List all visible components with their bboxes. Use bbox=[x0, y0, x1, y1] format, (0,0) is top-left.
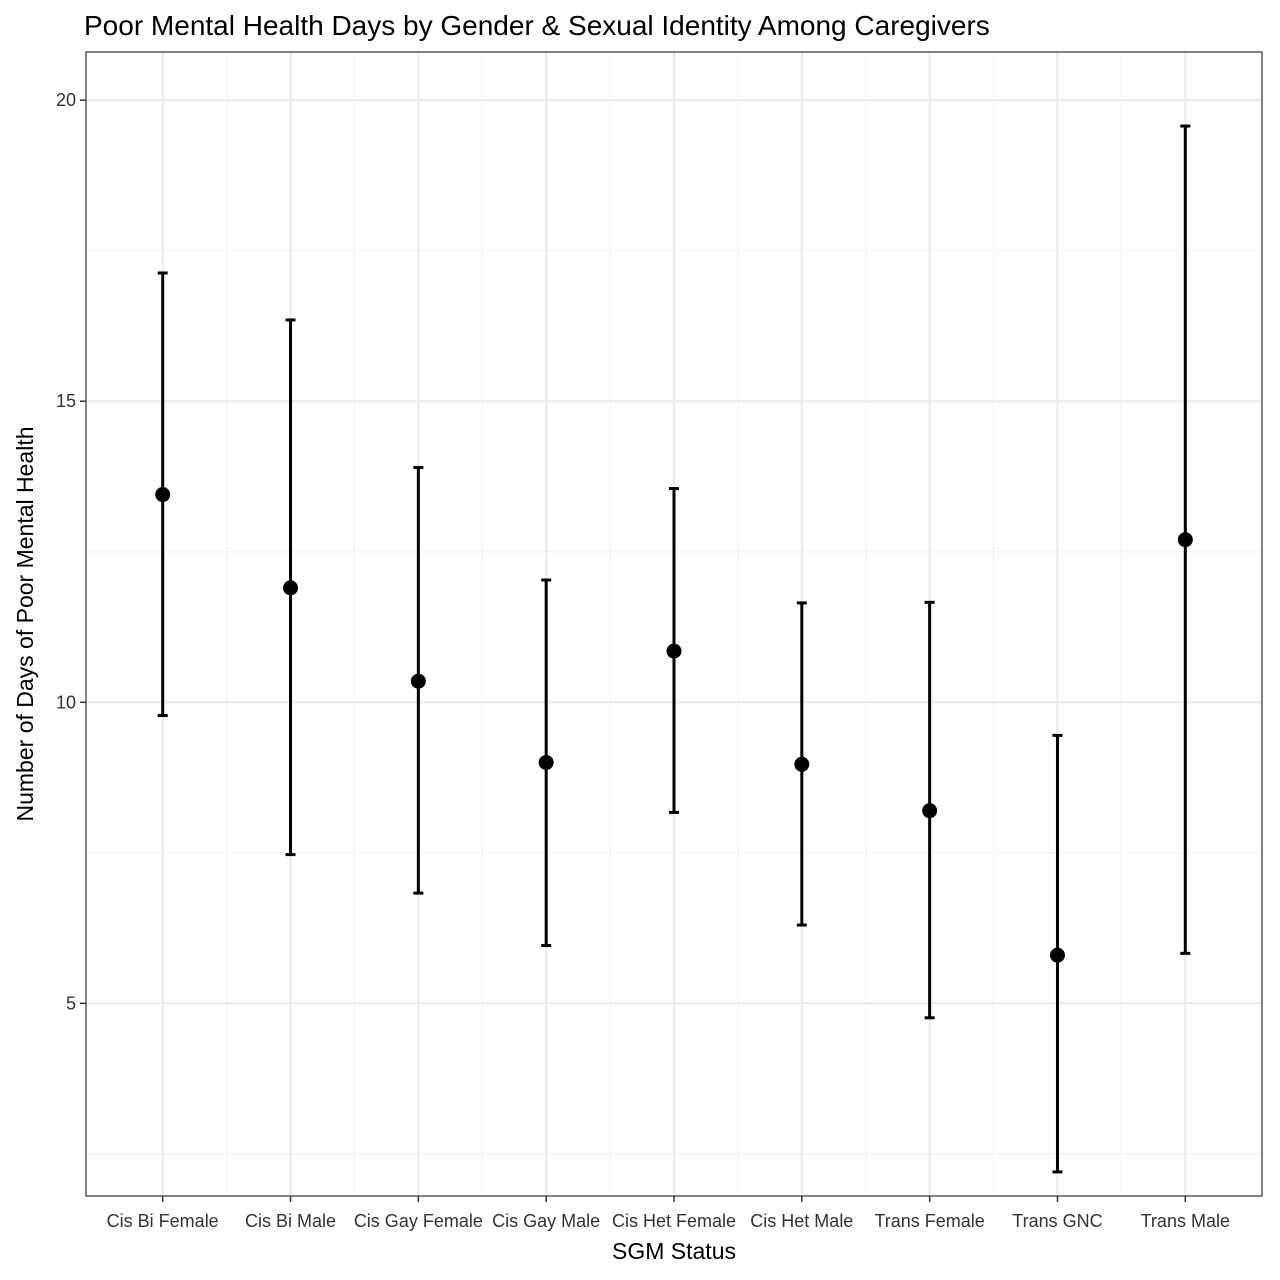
y-tick-label: 10 bbox=[56, 692, 76, 712]
point-cis-het-male bbox=[794, 756, 810, 772]
y-tick-label: 5 bbox=[66, 993, 76, 1013]
y-tick-label: 20 bbox=[56, 90, 76, 110]
chart-title: Poor Mental Health Days by Gender & Sexu… bbox=[84, 10, 990, 41]
point-trans-female bbox=[922, 803, 938, 819]
x-tick-label: Trans GNC bbox=[1012, 1211, 1102, 1231]
x-tick-label: Cis Gay Female bbox=[354, 1211, 483, 1231]
y-tick-label: 15 bbox=[56, 391, 76, 411]
point-trans-male bbox=[1177, 532, 1193, 548]
point-cis-gay-female bbox=[410, 673, 426, 689]
point-cis-bi-female bbox=[155, 487, 171, 503]
y-axis-title: Number of Days of Poor Mental Health bbox=[12, 426, 38, 821]
x-tick-label: Cis Bi Male bbox=[245, 1211, 336, 1231]
x-tick-label: Cis Gay Male bbox=[492, 1211, 600, 1231]
axes: 5 10 15 20 Cis Bi Female Cis Bi Male Cis Gay F… bbox=[56, 90, 1230, 1231]
x-tick-label: Trans Male bbox=[1141, 1211, 1230, 1231]
point-cis-gay-male bbox=[538, 754, 554, 770]
point-cis-het-female bbox=[666, 643, 682, 659]
x-tick-label: Cis Het Male bbox=[750, 1211, 853, 1231]
x-tick-label: Cis Bi Female bbox=[107, 1211, 219, 1231]
x-axis-title: SGM Status bbox=[612, 1238, 736, 1264]
x-tick-label: Cis Het Female bbox=[612, 1211, 736, 1231]
data-points bbox=[155, 487, 1193, 963]
point-cis-bi-male bbox=[283, 580, 299, 596]
x-tick-label: Trans Female bbox=[874, 1211, 984, 1231]
point-trans-gnc bbox=[1049, 947, 1065, 963]
